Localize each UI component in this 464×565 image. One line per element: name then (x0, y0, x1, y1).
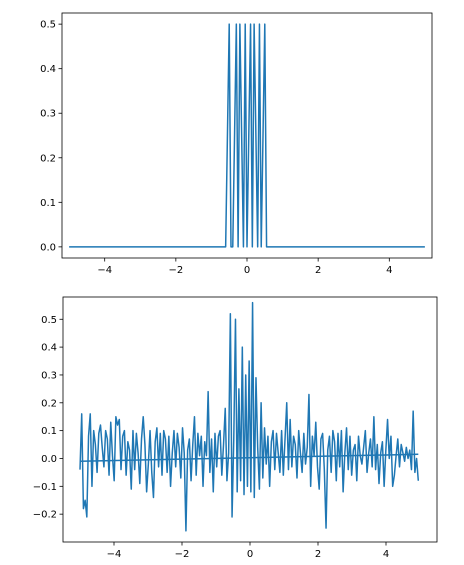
x-tick-label: 2 (315, 265, 321, 276)
chart-bottom: −4 −2 0 2 4 −0.2 −0.1 0.0 0.1 0.2 0.3 0.4 0.5 (33, 296, 438, 560)
x-tick-label: 0 (247, 549, 253, 560)
x-tick-label: 4 (386, 265, 392, 276)
y-tick-label: −0.1 (33, 482, 57, 493)
chart-top: −4 −2 0 2 4 0.0 0.1 0.2 0.3 0.4 0.5 (40, 12, 433, 276)
y-tick-label: 0.0 (41, 454, 57, 465)
y-tick-label: 0.1 (41, 426, 57, 437)
x-tick-label: −2 (175, 549, 190, 560)
x-tick-label: −2 (168, 265, 183, 276)
y-tick-label: −0.2 (33, 510, 57, 521)
y-tick-label: 0.3 (40, 109, 56, 120)
y-tick-label: 0.4 (41, 343, 57, 354)
y-tick-label: 0.5 (40, 20, 56, 31)
x-tick-label: 0 (244, 265, 250, 276)
y-tick-label: 0.3 (41, 370, 57, 381)
series-line-1 (79, 301, 420, 532)
series-line-1 (69, 23, 425, 248)
y-tick-label: 0.0 (40, 242, 56, 253)
x-tick-label: −4 (107, 549, 122, 560)
series-line-2 (79, 453, 419, 463)
x-tick-label: 4 (383, 549, 389, 560)
y-tick-label: 0.2 (41, 398, 57, 409)
y-tick-label: 0.4 (40, 64, 56, 75)
x-tick-label: −4 (97, 265, 112, 276)
y-tick-label: 0.5 (41, 315, 57, 326)
y-tick-label: 0.2 (40, 153, 56, 164)
y-tick-label: 0.1 (40, 198, 56, 209)
x-tick-label: 2 (315, 549, 321, 560)
